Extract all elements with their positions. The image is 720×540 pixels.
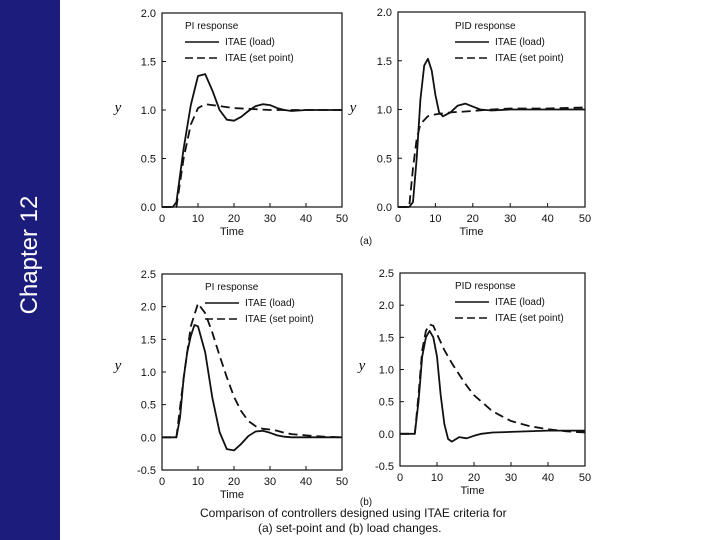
y-axis-label: y	[113, 100, 122, 116]
y-tick-label: 1.5	[379, 332, 394, 344]
x-tick-label: 20	[467, 213, 479, 225]
x-tick-label: 0	[395, 213, 401, 225]
y-tick-label: 0.0	[377, 202, 392, 214]
y-tick-label: 1.0	[379, 365, 394, 377]
x-tick-label: 50	[579, 472, 591, 484]
legend-entry-1: ITAE (load)	[225, 37, 275, 48]
y-tick-label: 0.5	[141, 400, 156, 412]
y-tick-label: 2.0	[141, 8, 156, 20]
y-tick-label: 2.5	[379, 268, 394, 280]
x-tick-label: 40	[300, 213, 312, 225]
x-tick-label: 50	[336, 213, 348, 225]
x-axis-label: Time	[460, 485, 484, 497]
series-line-1	[400, 330, 585, 443]
series-line-1	[398, 57, 585, 208]
legend-entry-2: ITAE (set point)	[495, 313, 564, 324]
legend-title: PID response	[455, 21, 516, 32]
y-tick-label: 0.0	[141, 202, 156, 214]
series-line-1	[162, 324, 342, 452]
y-tick-label: 0.0	[141, 432, 156, 444]
legend-entry-1: ITAE (load)	[245, 298, 295, 309]
x-tick-label: 20	[228, 476, 240, 488]
chart-panel-1: 0 10 20 30 40 50 0.0 0.5 1.0 1.5 2.0 Time y (a) PI res…	[113, 8, 372, 247]
legend-title: PI response	[185, 21, 239, 32]
panel-label: (a)	[360, 236, 372, 247]
x-tick-label: 10	[192, 476, 204, 488]
series-line-2	[162, 302, 343, 439]
x-tick-label: 30	[264, 476, 276, 488]
series-line-2	[398, 106, 586, 208]
legend-title: PID response	[455, 281, 516, 292]
x-tick-label: 20	[228, 213, 240, 225]
y-tick-label: 1.0	[141, 367, 156, 379]
x-tick-label: 30	[504, 213, 516, 225]
caption-line-2: (a) set-point and (b) load changes.	[258, 521, 442, 535]
y-tick-label: 0.5	[377, 153, 392, 165]
legend-entry-2: ITAE (set point)	[495, 53, 564, 64]
x-tick-label: 10	[192, 213, 204, 225]
plot-frame	[399, 272, 586, 467]
chart-panel-2: 0 10 20 30 40 50 0.0 0.5 1.0 1.5 2.0 Time y PID respo…	[348, 7, 591, 238]
x-tick-label: 40	[541, 213, 553, 225]
x-tick-label: 10	[431, 472, 443, 484]
y-tick-label: -0.5	[375, 461, 394, 473]
legend-entry-2: ITAE (set point)	[245, 314, 314, 325]
series-line-2	[400, 323, 586, 435]
x-tick-label: 20	[468, 472, 480, 484]
x-tick-label: 50	[336, 476, 348, 488]
y-tick-label: 2.0	[141, 302, 156, 314]
y-tick-label: 2.5	[141, 269, 156, 281]
x-axis-label: Time	[220, 489, 244, 501]
y-axis-label: y	[357, 358, 366, 374]
y-axis-label: y	[348, 100, 357, 116]
chart-panel-4: 0 10 20 30 40 50 -0.5 0.0 0.5 1.0 1.5 2.0 2.5 Time y PI…	[357, 268, 591, 497]
chapter-sidebar: Chapter 12	[0, 0, 60, 540]
y-tick-label: 0.5	[141, 154, 156, 166]
panel-label: (b)	[360, 497, 372, 508]
x-tick-label: 0	[159, 213, 165, 225]
series-line-2	[162, 103, 342, 208]
x-tick-label: 10	[429, 213, 441, 225]
y-tick-label: 0.5	[379, 397, 394, 409]
y-tick-label: 2.0	[377, 7, 392, 19]
x-axis-label: Time	[459, 226, 483, 238]
x-tick-label: 40	[300, 476, 312, 488]
y-tick-label: 2.0	[379, 300, 394, 312]
figure-caption: Comparison of controllers designed using…	[200, 506, 620, 536]
legend-entry-2: ITAE (set point)	[225, 53, 294, 64]
y-tick-label: 1.5	[377, 56, 392, 68]
x-tick-label: 50	[579, 213, 591, 225]
x-tick-label: 30	[264, 213, 276, 225]
y-tick-label: -0.5	[137, 465, 156, 477]
y-tick-label: 1.0	[141, 105, 156, 117]
legend-entry-1: ITAE (load)	[495, 297, 545, 308]
x-tick-label: 30	[505, 472, 517, 484]
y-tick-label: 1.0	[377, 105, 392, 117]
x-tick-label: 0	[397, 472, 403, 484]
y-tick-label: 1.5	[141, 334, 156, 346]
caption-line-1: Comparison of controllers designed using…	[200, 506, 507, 520]
chart-panel-3: 0 10 20 30 40 50 -0.5 0.0 0.5 1.0 1.5 2.0 2.5 Time y (b…	[113, 269, 372, 508]
series-line-1	[162, 73, 342, 208]
legend-title: PI response	[205, 282, 259, 293]
x-tick-label: 0	[159, 476, 165, 488]
y-tick-label: 1.5	[141, 57, 156, 69]
y-axis-label: y	[113, 358, 122, 374]
y-tick-label: 0.0	[379, 429, 394, 441]
x-axis-label: Time	[220, 226, 244, 238]
legend-entry-1: ITAE (load)	[495, 37, 545, 48]
x-tick-label: 40	[542, 472, 554, 484]
